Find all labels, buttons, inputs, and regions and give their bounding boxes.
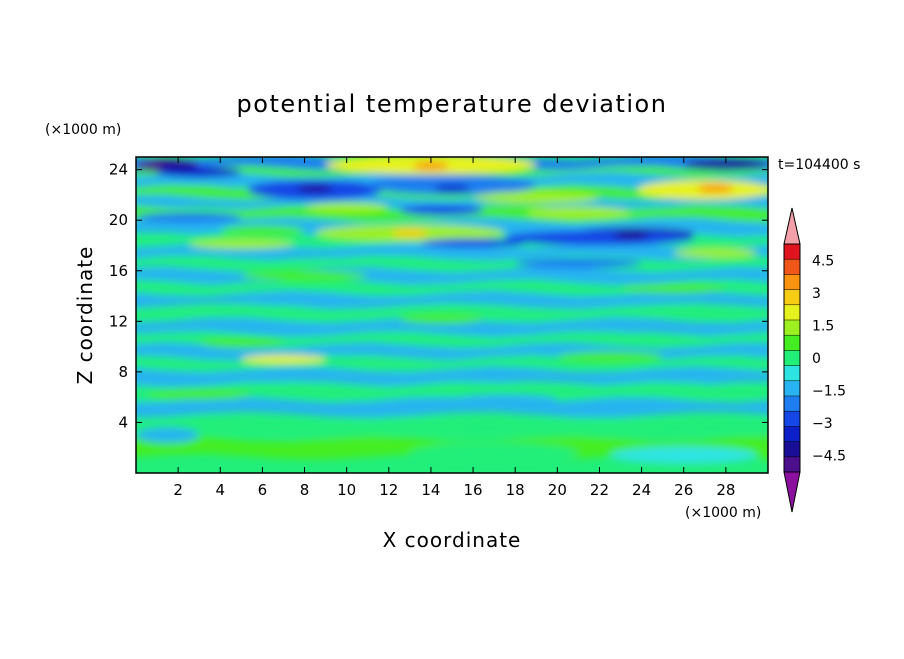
contour-cell: [525, 206, 632, 219]
colorbar-under-triangle: [783, 471, 801, 513]
colorbar-label: 0: [812, 351, 821, 367]
y-tick-label: 12: [109, 312, 128, 330]
contour-cell: [473, 191, 600, 204]
colorbar: 4.5 3 1.5 0 −1.5 −3 −4.5: [783, 207, 846, 513]
y-axis-units: (×1000 m): [45, 122, 121, 138]
x-tick-label: 10: [337, 481, 356, 499]
y-tick-label: 24: [109, 161, 128, 179]
contour-cell: [557, 351, 663, 362]
contour-band: [136, 331, 768, 350]
contour-cell: [610, 446, 758, 465]
y-tick-label: 4: [118, 413, 128, 431]
contour-cell: [146, 389, 252, 400]
colorbar-frame: [783, 243, 801, 473]
contour-cell: [241, 270, 368, 281]
contour-cell: [399, 313, 484, 324]
y-tick-label: 8: [118, 363, 128, 381]
colorbar-swatch: [784, 320, 800, 336]
contour-cell: [136, 212, 242, 223]
colorbar-swatch: [784, 411, 800, 427]
colorbar-swatch: [784, 365, 800, 382]
colorbar-label: −4.5: [812, 449, 846, 465]
colorbar-swatch: [784, 304, 800, 321]
x-tick-label: 12: [379, 481, 398, 499]
colorbar-swatch: [784, 396, 800, 412]
contour-cell: [283, 421, 389, 434]
y-axis: 4 8 12 16 20 24: [109, 161, 768, 431]
colorbar-label: 4.5: [812, 253, 834, 269]
colorbar-label: −3: [812, 416, 833, 432]
x-tick-label: 8: [300, 481, 310, 499]
contour-band: [136, 381, 768, 403]
contour-cell: [199, 337, 284, 348]
x-axis-units: (×1000 m): [685, 505, 761, 521]
plot-area: [135, 156, 769, 474]
contour-cell: [399, 205, 484, 216]
field-sample: [160, 161, 197, 170]
x-axis-title: X coordinate: [383, 528, 522, 552]
colorbar-swatch: [784, 335, 800, 351]
colorbar-swatch: [784, 259, 800, 275]
y-tick-label: 20: [109, 211, 128, 229]
field-sample: [434, 443, 470, 452]
contour-cell: [515, 258, 642, 269]
contour-cell: [620, 283, 726, 294]
colorbar-label: 3: [812, 286, 821, 302]
plot-frame: [135, 156, 769, 474]
colorbar-swatch: [784, 350, 800, 366]
contour-band: [136, 366, 768, 388]
colorbar-swatch: [784, 441, 800, 458]
colorbar-label: −1.5: [812, 384, 846, 400]
contour-blobs: [136, 157, 768, 465]
x-tick-label: 4: [215, 481, 225, 499]
y-tick-label: 16: [109, 262, 128, 280]
x-tick-label: 22: [590, 481, 609, 499]
x-tick-label: 14: [421, 481, 440, 499]
x-tick-label: 20: [548, 481, 567, 499]
x-tick-label: 18: [506, 481, 525, 499]
contour-band: [136, 416, 768, 439]
field-sample: [697, 184, 734, 193]
colorbar-swatch: [784, 426, 800, 442]
colorbar-swatch: [784, 274, 800, 290]
contour-band: [136, 290, 768, 310]
field-sample: [412, 161, 449, 170]
contour-field: [136, 157, 768, 465]
contour-cell: [452, 394, 558, 405]
contour-cell: [673, 248, 758, 259]
chart-title: potential temperature deviation: [237, 90, 668, 118]
contour-cell: [504, 230, 695, 246]
colorbar-swatch: [784, 289, 800, 306]
colorbar-over-triangle: [783, 207, 801, 245]
x-axis: 2 4 6 8 10 12 14 16 18 20 22 24 26 28: [173, 157, 735, 499]
x-tick-label: 2: [173, 481, 183, 499]
colorbar-swatch: [784, 380, 800, 397]
field-sample: [434, 184, 470, 193]
colorbar-swatch: [784, 456, 800, 473]
contour-cell: [188, 239, 294, 250]
field-sample: [265, 355, 302, 364]
contour-cell: [304, 202, 389, 213]
contour-cell: [220, 225, 305, 236]
contour-cell: [136, 427, 200, 443]
contour-cell: [409, 442, 579, 463]
field-sample: [391, 228, 428, 237]
contour-cell: [420, 238, 526, 248]
contour-cell: [367, 346, 474, 357]
x-tick-label: 26: [674, 481, 693, 499]
x-tick-label: 28: [716, 481, 735, 499]
colorbar-swatch: [784, 244, 800, 260]
field-sample: [613, 231, 650, 240]
time-label: t=104400 s: [778, 157, 860, 173]
y-axis-title: Z coordinate: [73, 246, 97, 385]
colorbar-label: 1.5: [812, 318, 834, 334]
x-tick-label: 24: [632, 481, 651, 499]
x-tick-label: 16: [464, 481, 483, 499]
field-sample: [297, 184, 334, 193]
field-sample: [707, 161, 744, 170]
contour-cell: [599, 399, 705, 410]
x-tick-label: 6: [258, 481, 268, 499]
